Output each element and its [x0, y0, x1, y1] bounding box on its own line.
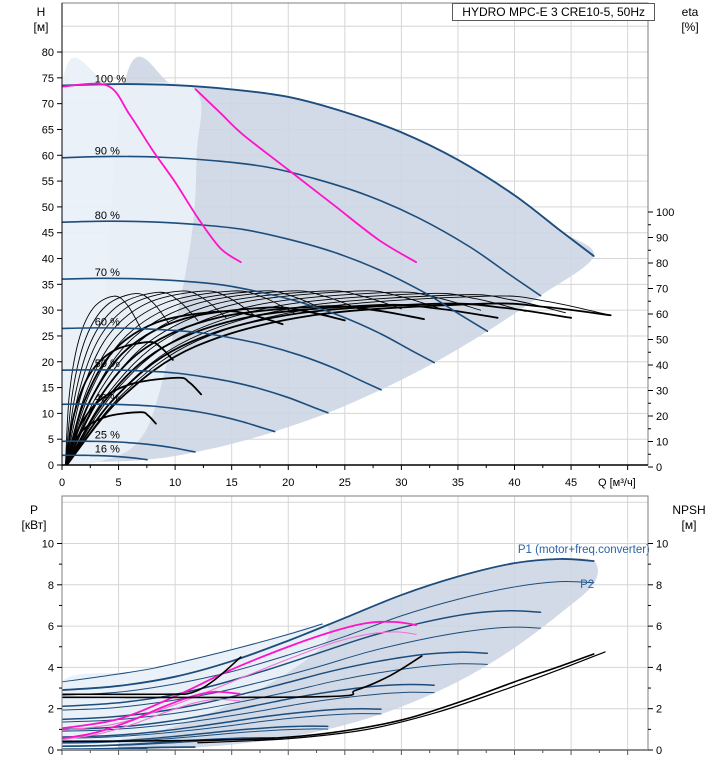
svg-text:8: 8 — [656, 580, 662, 592]
svg-text:20: 20 — [282, 477, 294, 489]
svg-text:45: 45 — [42, 228, 54, 240]
svg-text:5: 5 — [48, 434, 54, 446]
p-axis-title-unit: [кВт] — [21, 518, 47, 532]
eta-axis-title-unit: [%] — [681, 20, 699, 34]
svg-text:50 %: 50 % — [95, 358, 120, 370]
npsh-curves — [62, 651, 606, 744]
svg-text:4: 4 — [656, 662, 662, 674]
control-curves — [62, 82, 417, 264]
svg-text:90: 90 — [656, 233, 668, 245]
svg-text:25 %: 25 % — [95, 429, 120, 441]
svg-text:60: 60 — [42, 150, 54, 162]
svg-text:40 %: 40 % — [95, 392, 120, 404]
svg-text:20: 20 — [656, 411, 668, 423]
svg-text:25: 25 — [339, 477, 351, 489]
svg-text:80: 80 — [656, 258, 668, 270]
h-axis-title: H [м] — [24, 5, 58, 35]
svg-text:75: 75 — [42, 73, 54, 85]
svg-text:100: 100 — [656, 207, 674, 219]
svg-text:40: 40 — [42, 254, 54, 266]
p2-curve-label: P2 — [580, 579, 594, 591]
bottom-chart — [62, 496, 648, 750]
svg-text:16 %: 16 % — [95, 443, 120, 455]
svg-text:45: 45 — [565, 477, 577, 489]
svg-text:15: 15 — [42, 383, 54, 395]
svg-text:50: 50 — [656, 335, 668, 347]
svg-text:2: 2 — [656, 704, 662, 716]
svg-text:0: 0 — [59, 477, 65, 489]
power-curve-labels: P1 (motor+freq.converter) P2 — [518, 544, 650, 591]
svg-text:0: 0 — [656, 745, 662, 757]
svg-text:10: 10 — [656, 437, 668, 449]
svg-text:0: 0 — [656, 462, 662, 474]
svg-text:4: 4 — [48, 662, 54, 674]
speed-labels: 100 % 90 % 80 % 70 % 60 % 50 % 40 % 25 % 16 % — [95, 74, 126, 456]
chart-title: HYDRO MPC-E 3 CRE10-5, 50Hz — [452, 3, 655, 21]
svg-text:40: 40 — [656, 360, 668, 372]
h-axis-title-symbol: H — [36, 5, 46, 19]
control-power-curves — [62, 620, 417, 741]
svg-text:10: 10 — [42, 408, 54, 420]
svg-text:50: 50 — [42, 202, 54, 214]
speed-curves — [62, 83, 595, 461]
svg-text:70: 70 — [656, 284, 668, 296]
svg-text:35: 35 — [452, 477, 464, 489]
axes: 0 5 10 15 20 25 30 35 40 45 Q [м³/ч]05101520253035… — [42, 2, 674, 757]
svg-text:30: 30 — [656, 386, 668, 398]
svg-text:25: 25 — [42, 331, 54, 343]
svg-text:40: 40 — [508, 477, 520, 489]
p-axis-title: P [кВт] — [12, 503, 56, 533]
svg-text:55: 55 — [42, 176, 54, 188]
svg-text:80 %: 80 % — [95, 210, 120, 222]
svg-text:100 %: 100 % — [95, 74, 126, 86]
svg-text:70: 70 — [42, 99, 54, 111]
svg-text:30: 30 — [42, 305, 54, 317]
svg-text:35: 35 — [42, 279, 54, 291]
npsh-axis-title: NPSH [м] — [662, 503, 716, 533]
svg-text:60 %: 60 % — [95, 316, 120, 328]
eta-axis-title-symbol: eta — [681, 5, 699, 19]
svg-text:8: 8 — [48, 580, 54, 592]
svg-text:80: 80 — [42, 47, 54, 59]
svg-text:5: 5 — [116, 477, 122, 489]
top-chart — [62, 3, 648, 465]
svg-text:0: 0 — [48, 460, 54, 472]
svg-text:6: 6 — [48, 621, 54, 633]
npsh-axis-title-unit: [м] — [681, 518, 697, 532]
svg-text:65: 65 — [42, 124, 54, 136]
svg-text:10: 10 — [656, 538, 668, 550]
eta-axis-title: eta [%] — [668, 5, 712, 35]
h-axis-title-unit: [м] — [33, 20, 49, 34]
svg-text:60: 60 — [656, 309, 668, 321]
p-axis-title-symbol: P — [29, 503, 38, 517]
svg-text:Q [м³/ч]: Q [м³/ч] — [598, 477, 636, 489]
svg-text:30: 30 — [395, 477, 407, 489]
svg-text:10: 10 — [42, 538, 54, 550]
svg-text:2: 2 — [48, 704, 54, 716]
svg-text:0: 0 — [48, 745, 54, 757]
top-chart-operating-envelope — [62, 56, 594, 465]
svg-text:20: 20 — [42, 357, 54, 369]
svg-text:90 %: 90 % — [95, 146, 120, 158]
svg-text:15: 15 — [226, 477, 238, 489]
svg-text:6: 6 — [656, 621, 662, 633]
svg-text:10: 10 — [169, 477, 181, 489]
svg-text:70 %: 70 % — [95, 267, 120, 279]
p1-curve-label: P1 (motor+freq.converter) — [518, 544, 650, 556]
npsh-axis-title-symbol: NPSH — [672, 503, 706, 517]
